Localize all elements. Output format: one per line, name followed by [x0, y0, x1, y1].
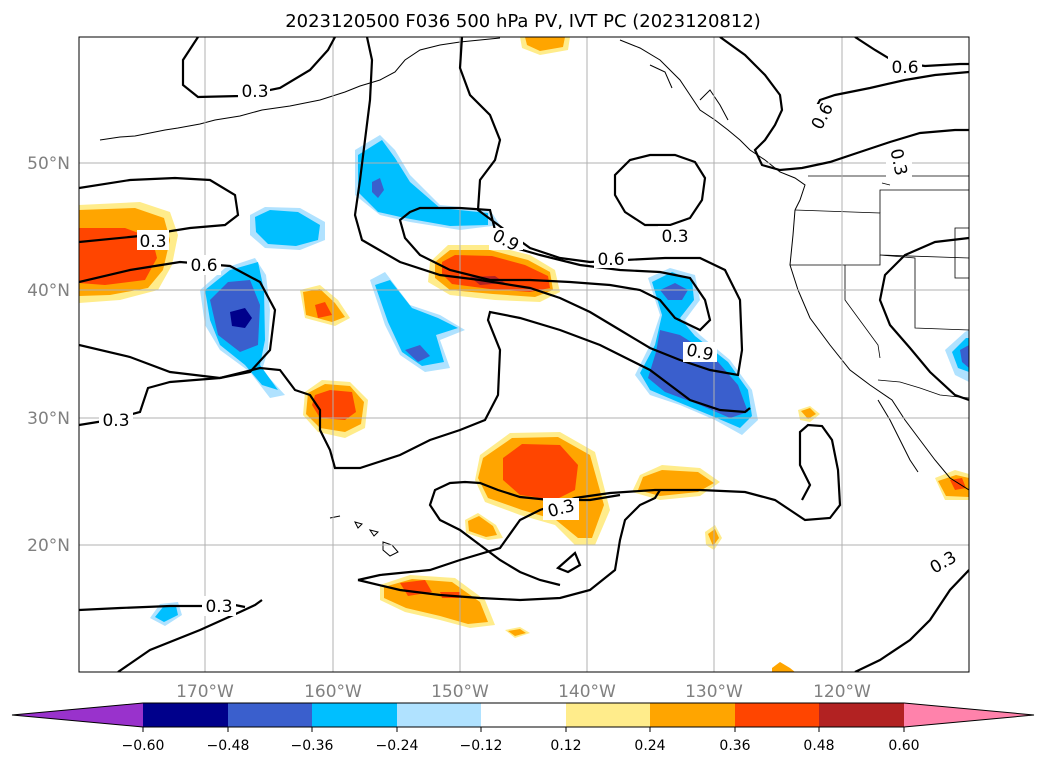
contour-label: 0.3: [661, 227, 688, 247]
contour-label: 0.3: [241, 82, 268, 102]
colorbar-segment: [735, 703, 819, 727]
contour-label: 0.3: [139, 232, 166, 252]
coastlines: [99, 37, 969, 491]
cool-anomaly-north-central: [355, 135, 500, 230]
cool-anomaly-small-1: [250, 207, 325, 250]
colorbar-segment: [143, 703, 228, 727]
warm-anomaly-small-2: [465, 513, 503, 540]
contour-label: 0.6: [190, 256, 217, 276]
colorbar-tick-label: −0.12: [460, 738, 503, 754]
colorbar-tick-label: 0.60: [888, 738, 919, 754]
colorbar-segment: [481, 703, 566, 727]
lat-label: 30°N: [27, 409, 70, 429]
colorbar-tick-label: 0.48: [803, 738, 834, 754]
cool-anomaly-west: [200, 258, 285, 398]
colorbar-segment: [566, 703, 650, 727]
colorbar-tick-label: 0.36: [719, 738, 750, 754]
cool-anomaly-coast: [945, 330, 969, 382]
colorbar-extend-low: [12, 703, 143, 727]
lat-label: 20°N: [27, 536, 70, 556]
lon-label: 150°W: [431, 682, 489, 702]
colorbar: −0.60 −0.48 −0.36 −0.24 −0.12 0.12 0.24 …: [11, 702, 1035, 754]
colorbar-tick-label: 0.12: [550, 738, 581, 754]
borders: [790, 175, 969, 399]
lat-labels: 50°N 40°N 30°N 20°N: [27, 154, 70, 556]
colorbar-tick-label: −0.24: [376, 738, 419, 754]
contour-label: 0.6: [891, 58, 918, 78]
colorbar-segment: [650, 703, 735, 727]
cool-anomaly-south-west: [150, 602, 182, 626]
lon-label: 170°W: [176, 682, 234, 702]
map-area: 0.3 0.3 0.6 0.9 0.6 0.3 0.9 0.6 0.6 0.3 …: [79, 37, 969, 672]
colorbar-segment: [228, 703, 312, 727]
lon-label: 160°W: [304, 682, 362, 702]
warm-anomaly-small-1: [300, 285, 350, 326]
contour-label: 0.3: [102, 411, 129, 431]
colorbar-tick-label: 0.24: [634, 738, 665, 754]
colorbar-extend-high: [904, 703, 1034, 727]
contour-labels: 0.3 0.3 0.6 0.9 0.6 0.3 0.9 0.6 0.6 0.3 …: [99, 56, 960, 617]
contour-label: 0.6: [597, 250, 624, 270]
colorbar-segment: [819, 703, 904, 727]
colorbar-segment: [312, 703, 397, 727]
map-frame: [78, 36, 970, 673]
lon-labels: 170°W 160°W 150°W 140°W 130°W 120°W: [176, 682, 871, 702]
colorbar-segment: [397, 703, 481, 727]
colorbar-tick-label: −0.36: [291, 738, 334, 754]
colorbar-tick-label: −0.48: [207, 738, 250, 754]
contour-label: 0.3: [205, 597, 232, 617]
lat-label: 40°N: [27, 281, 70, 301]
colorbar-tick-label: −0.60: [122, 738, 165, 754]
lon-label: 120°W: [813, 682, 871, 702]
cool-anomaly-central: [370, 272, 465, 372]
lat-label: 50°N: [27, 154, 70, 174]
warm-anomaly-west-central: [303, 380, 368, 438]
lon-label: 130°W: [685, 682, 743, 702]
lon-label: 140°W: [558, 682, 616, 702]
map-title: 2023120500 F036 500 hPa PV, IVT PC (2023…: [285, 11, 761, 32]
